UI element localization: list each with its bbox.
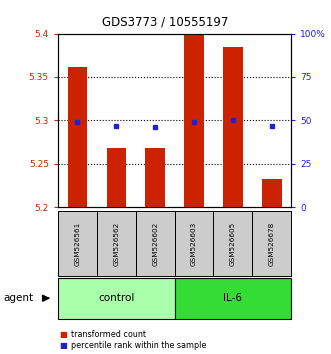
Bar	[145, 148, 165, 207]
Bar	[262, 179, 282, 207]
Text: agent: agent	[3, 293, 33, 303]
Bar	[184, 34, 204, 207]
Text: ■: ■	[60, 341, 68, 350]
Text: transformed count: transformed count	[71, 330, 146, 339]
Text: GSM526562: GSM526562	[113, 221, 119, 266]
Bar	[223, 47, 243, 207]
Text: IL-6: IL-6	[223, 293, 242, 303]
Text: GSM526603: GSM526603	[191, 221, 197, 266]
Text: control: control	[98, 293, 134, 303]
Text: GSM526678: GSM526678	[269, 221, 275, 266]
Bar	[107, 148, 126, 207]
Text: GSM526602: GSM526602	[152, 221, 158, 266]
Text: GSM526561: GSM526561	[74, 221, 80, 266]
Bar	[68, 67, 87, 207]
Text: percentile rank within the sample: percentile rank within the sample	[71, 341, 207, 350]
Text: GSM526605: GSM526605	[230, 221, 236, 266]
Text: GDS3773 / 10555197: GDS3773 / 10555197	[102, 16, 229, 29]
Text: ■: ■	[60, 330, 68, 339]
